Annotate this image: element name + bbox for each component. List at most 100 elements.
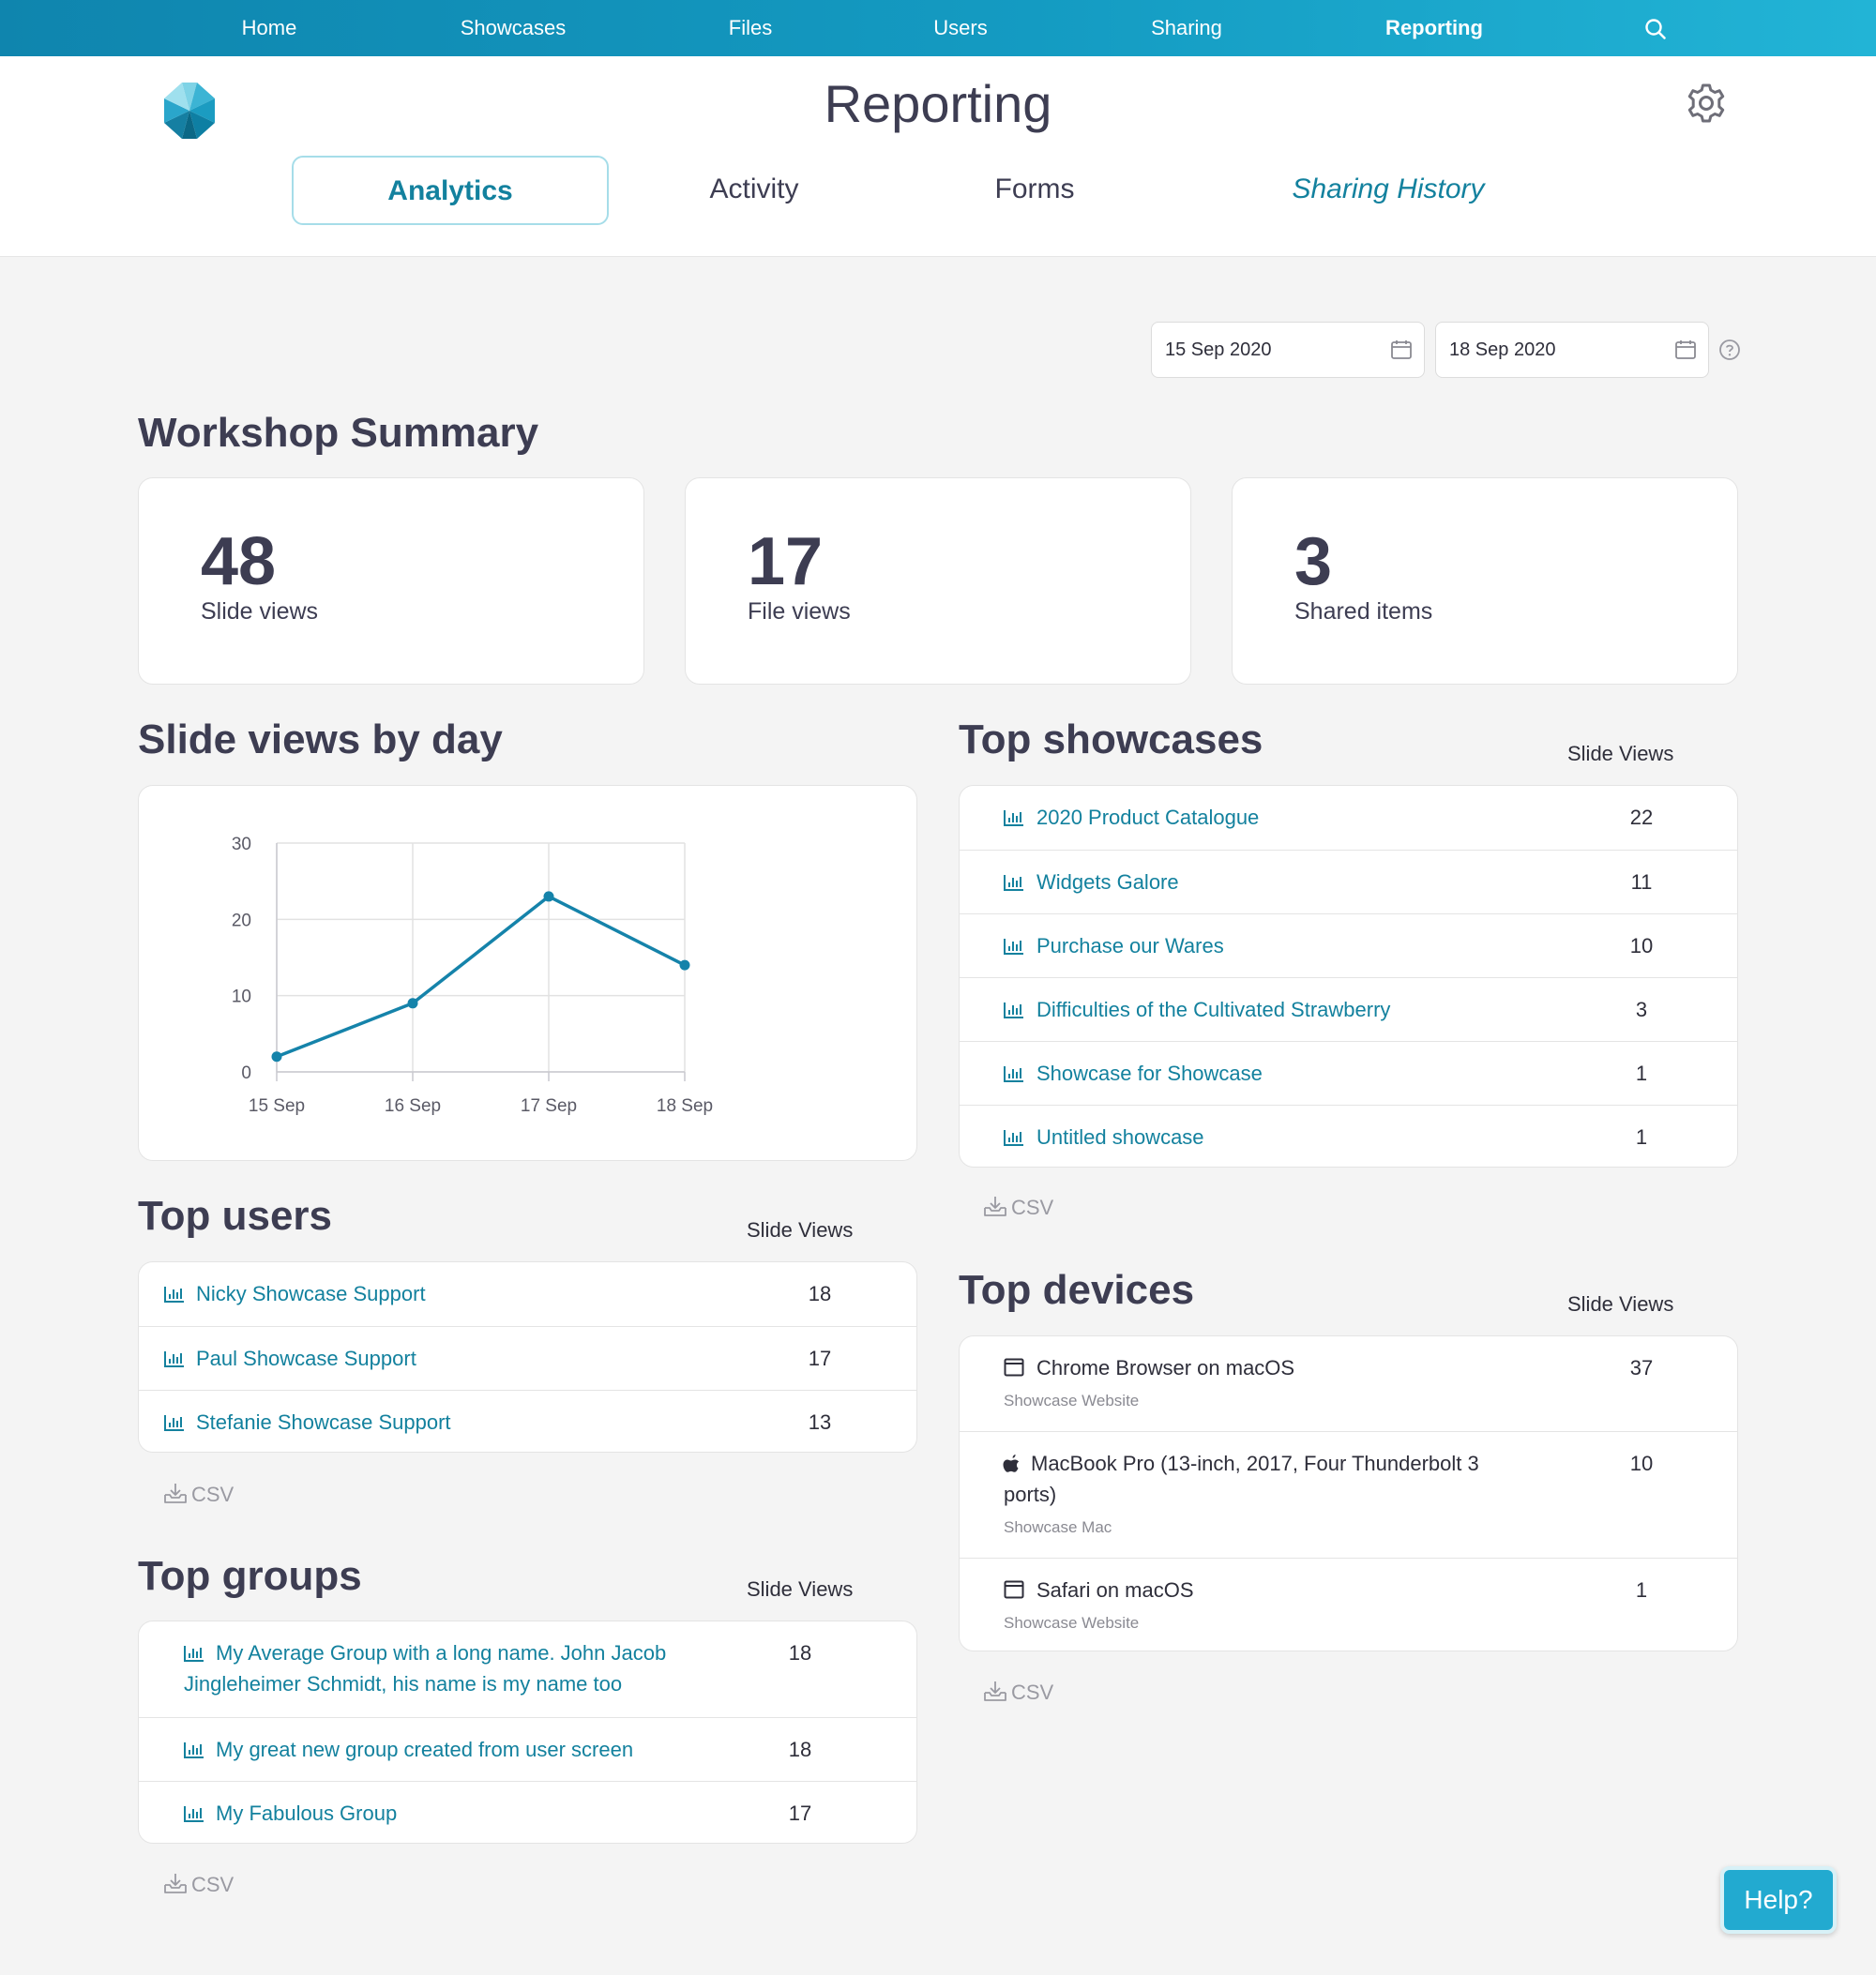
top-devices-title: Top devices [959,1267,1195,1313]
showcase-row[interactable]: Difficulties of the Cultivated Strawberr… [960,977,1737,1041]
user-link[interactable]: Paul Showcase Support [196,1347,416,1370]
top-users-title: Top users [138,1193,333,1239]
showcase-row[interactable]: Showcase for Showcase 1 [960,1041,1737,1105]
tab-sharing-history[interactable]: Sharing History [1292,173,1485,204]
top-devices-list: Chrome Browser on macOS Showcase Website… [959,1335,1738,1651]
y-tick-label: 30 [232,835,251,854]
calendar-icon[interactable] [1674,339,1697,361]
tab-analytics[interactable]: Analytics [292,156,609,225]
user-views: 18 [808,1282,832,1305]
showcase-link[interactable]: Purchase our Wares [1036,934,1224,957]
x-tick-label: 16 Sep [385,1096,441,1116]
group-views: 18 [788,1641,812,1665]
device-name-continued: ports) [1004,1483,1057,1506]
showcase-views: 10 [1629,934,1654,957]
top-users-csv-link[interactable]: CSV [163,1482,234,1507]
apple-icon [1003,1455,1020,1472]
download-tray-icon [164,1484,187,1503]
showcase-link[interactable]: Widgets Galore [1036,870,1179,894]
page-header: Reporting Analytics Activity Forms Shari… [0,56,1876,257]
data-point [271,1051,282,1063]
tab-forms[interactable]: Forms [994,173,1075,204]
end-date-field[interactable]: 18 Sep 2020 [1435,322,1709,378]
search-icon[interactable] [1643,17,1668,41]
group-row[interactable]: My great new group created from user scr… [139,1717,916,1781]
start-date-value: 15 Sep 2020 [1165,339,1272,360]
top-users-list: Nicky Showcase Support 18 Paul Showcase … [138,1261,917,1453]
series-line [276,895,686,1059]
x-tick-label: 18 Sep [657,1096,713,1116]
y-tick-label: 20 [232,911,251,930]
help-button[interactable]: Help? [1720,1866,1837,1934]
bar-chart-icon [164,1351,184,1367]
stat-label: Shared items [1294,598,1433,625]
bar-chart-icon [164,1287,184,1303]
nav-files[interactable]: Files [728,16,773,39]
nav-home[interactable]: Home [241,16,297,39]
user-row[interactable]: Stefanie Showcase Support 13 [139,1390,916,1452]
logo-icon[interactable] [156,77,223,144]
stat-value: 3 [1294,524,1333,599]
device-app: Showcase Website [1004,1392,1140,1410]
tab-activity[interactable]: Activity [709,173,799,204]
user-row[interactable]: Paul Showcase Support 17 [139,1326,916,1390]
device-views: 37 [1629,1356,1654,1379]
top-users-column-header: Slide Views [747,1218,854,1242]
device-app: Showcase Mac [1004,1518,1112,1536]
nav-showcases[interactable]: Showcases [460,16,567,39]
device-row: Chrome Browser on macOS Showcase Website… [960,1336,1737,1431]
top-showcases-list: 2020 Product Catalogue 22 Widgets Galore… [959,785,1738,1168]
device-views: 10 [1629,1452,1654,1475]
bar-chart-icon [1004,939,1023,955]
showcase-row[interactable]: Purchase our Wares 10 [960,913,1737,977]
showcase-views: 3 [1635,998,1648,1021]
showcase-link[interactable]: 2020 Product Catalogue [1036,806,1260,829]
bar-chart-icon [184,1742,204,1758]
showcase-row[interactable]: Untitled showcase 1 [960,1105,1737,1167]
user-views: 17 [808,1347,832,1370]
stat-label: File views [748,598,851,625]
group-row[interactable]: My Average Group with a long name. John … [139,1621,916,1717]
group-link[interactable]: My Fabulous Group [216,1802,398,1825]
showcase-row[interactable]: Widgets Galore 11 [960,850,1737,913]
data-point [543,891,554,902]
top-showcases-title: Top showcases [959,716,1263,762]
top-showcases-csv-link[interactable]: CSV [983,1195,1053,1220]
bar-chart-icon [184,1646,204,1662]
start-date-field[interactable]: 15 Sep 2020 [1151,322,1425,378]
help-circle-icon[interactable] [1718,339,1741,361]
nav-sharing[interactable]: Sharing [1151,16,1222,39]
nav-reporting[interactable]: Reporting [1385,16,1483,39]
user-link[interactable]: Stefanie Showcase Support [196,1410,451,1434]
showcase-link[interactable]: Untitled showcase [1036,1125,1204,1149]
showcase-link[interactable]: Difficulties of the Cultivated Strawberr… [1036,998,1391,1021]
device-app: Showcase Website [1004,1614,1140,1632]
device-name: Chrome Browser on macOS [1036,1356,1295,1379]
stat-value: 17 [748,524,824,599]
bar-chart-icon [1004,1066,1023,1082]
calendar-icon[interactable] [1390,339,1413,361]
stat-card-shared-items: 3 Shared items [1232,477,1738,685]
data-point [679,959,690,971]
showcase-link[interactable]: Showcase for Showcase [1036,1062,1263,1085]
group-row[interactable]: My Fabulous Group 17 [139,1781,916,1843]
top-groups-list: My Average Group with a long name. John … [138,1621,917,1844]
showcase-row[interactable]: 2020 Product Catalogue 22 [960,786,1737,850]
group-link[interactable]: My Average Group with a long name. John … [216,1641,667,1665]
nav-users[interactable]: Users [933,16,988,39]
user-link[interactable]: Nicky Showcase Support [196,1282,426,1305]
top-groups-csv-link[interactable]: CSV [163,1872,234,1897]
x-tick-label: 15 Sep [249,1096,305,1116]
gear-icon[interactable] [1685,82,1728,125]
device-name: Safari on macOS [1036,1578,1194,1602]
group-link[interactable]: My great new group created from user scr… [216,1738,634,1761]
user-row[interactable]: Nicky Showcase Support 18 [139,1262,916,1326]
bar-chart-icon [1004,810,1023,826]
top-nav: Home Showcases Files Users Sharing Repor… [0,0,1876,56]
top-devices-csv-link[interactable]: CSV [983,1680,1053,1705]
group-link-continued[interactable]: Jingleheimer Schmidt, his name is my nam… [184,1672,623,1696]
device-views: 1 [1635,1578,1648,1602]
slide-views-line-chart: 0 10 20 30 15 Sep 16 Sep 17 Sep 18 Sep [232,835,713,1116]
download-tray-icon [984,1197,1006,1216]
user-views: 13 [808,1410,832,1434]
